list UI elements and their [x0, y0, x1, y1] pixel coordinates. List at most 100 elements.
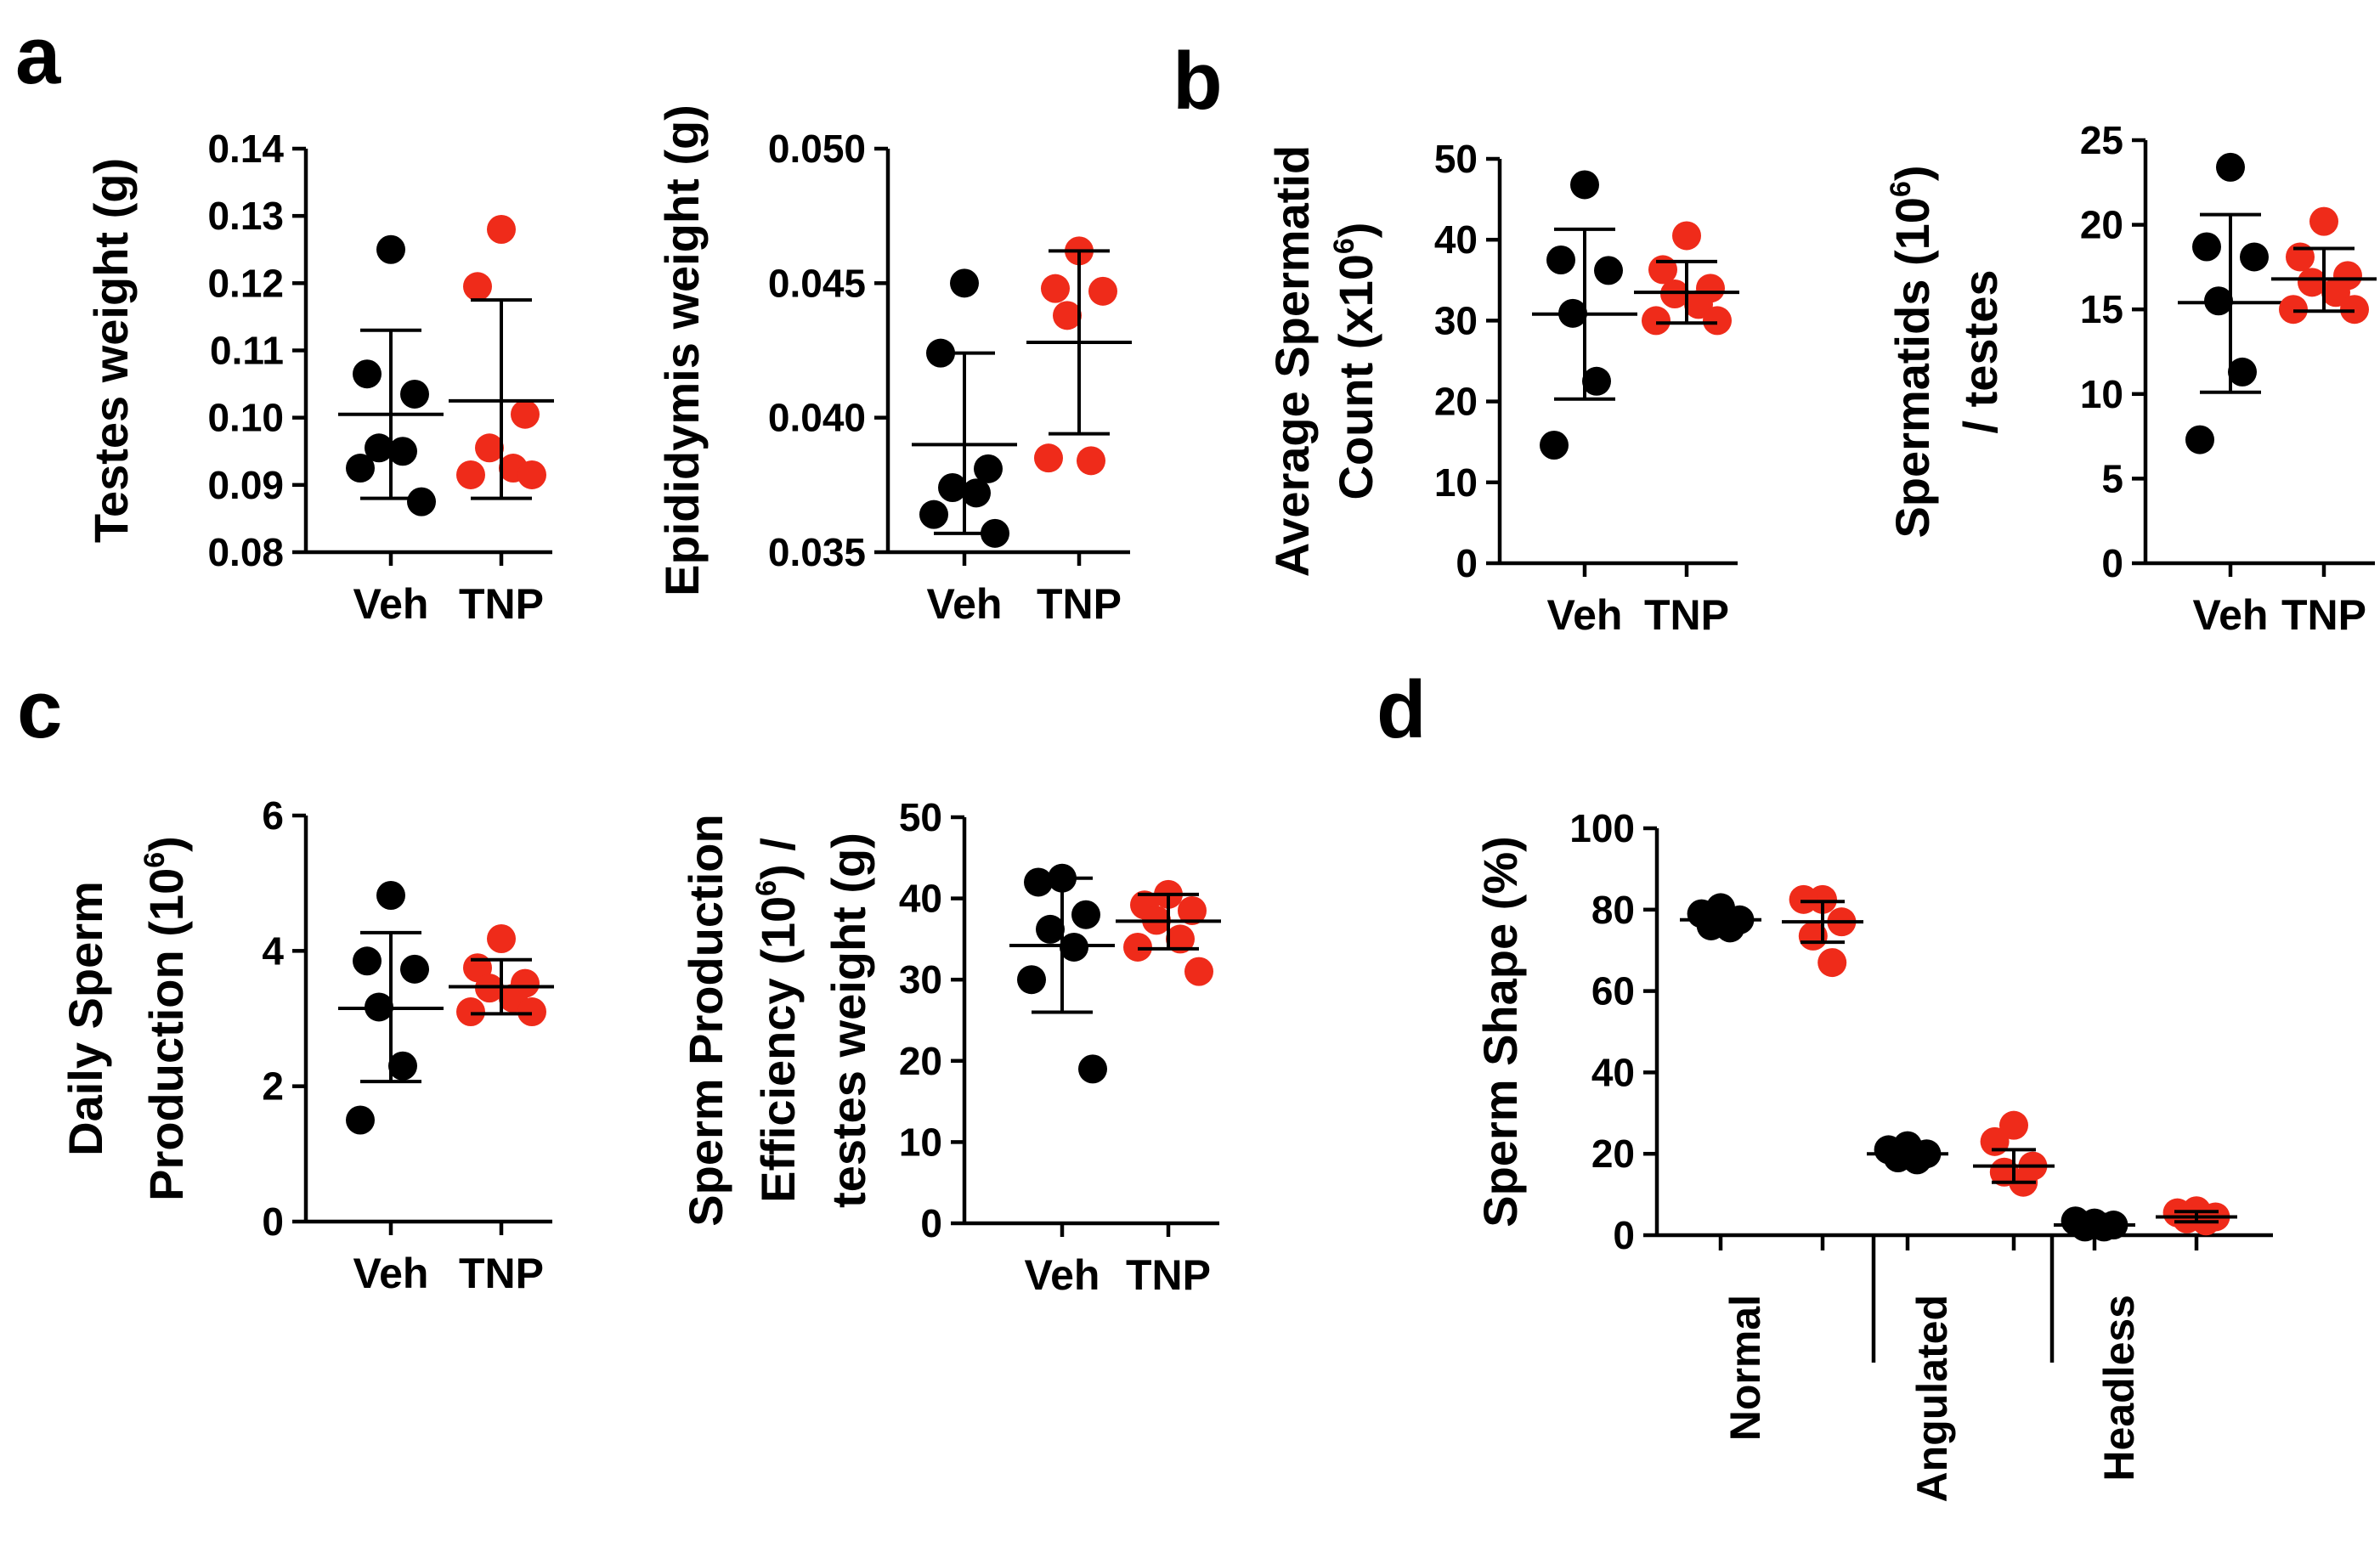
chart-epididymis-weight: 0.035 0.040 0.045 0.050 Veh TNP Epididymis wei…: [655, 104, 1132, 628]
data-point-tnp: [2309, 206, 2338, 236]
y-axis-label: Spermatids (106): [1885, 165, 1939, 538]
y-tick-label: 0.11: [210, 329, 284, 373]
data-point-tnp: [1088, 276, 1117, 306]
x-category-label: Headless: [2095, 1295, 2143, 1482]
x-category-label: TNP: [2281, 591, 2366, 639]
data-point-veh: [950, 268, 979, 298]
data-point-tnp: [511, 399, 540, 429]
data-point-veh: [919, 500, 948, 529]
data-point-tnp: [487, 215, 516, 244]
y-axis-label: Sperm Shape (%): [1473, 836, 1527, 1228]
y-tick-label: 30: [899, 957, 942, 1002]
x-category-label: Veh: [2193, 591, 2269, 639]
data-point-tnp: [1034, 443, 1063, 473]
data-point-tnp: [456, 460, 485, 489]
data-point-tnp: [487, 923, 516, 953]
y-tick-label: 25: [2080, 118, 2123, 162]
y-axis-label: Daily Sperm: [59, 881, 112, 1156]
x-category-label: TNP: [459, 580, 544, 628]
x-category-label: TNP: [1126, 1251, 1211, 1299]
y-tick-label: 50: [899, 795, 942, 839]
data-point-veh: [365, 433, 393, 463]
y-tick-label: 5: [2101, 456, 2123, 500]
data-point-tnp: [1684, 290, 1713, 319]
data-point-veh: [353, 946, 382, 976]
data-point-veh: [974, 454, 1003, 483]
y-tick-label: 30: [1434, 298, 1478, 342]
chart-daily-sperm-production: 0 2 4 6 Veh TNP Daily Sperm Production (106): [59, 793, 554, 1297]
y-tick-label: 0: [262, 1199, 284, 1244]
data-point-veh: [1071, 900, 1100, 929]
data-point-veh: [1078, 1054, 1107, 1084]
y-tick-label: 40: [899, 877, 942, 921]
y-axis-label: Testes weight (g): [84, 158, 138, 543]
data-point-tnp: [1041, 274, 1070, 303]
y-axis-label: Efficiency (106) /: [750, 838, 805, 1203]
y-tick-label: 10: [899, 1120, 942, 1164]
y-tick-label: 0: [1456, 541, 1478, 585]
data-point-veh: [353, 359, 382, 389]
data-point-tnp: [1999, 1110, 2028, 1140]
data-point-veh: [388, 437, 417, 466]
y-tick-label: 50: [1434, 137, 1478, 181]
data-point-veh: [1036, 914, 1065, 944]
data-point-tnp: [1980, 1126, 2010, 1156]
y-tick-label: 20: [1591, 1132, 1635, 1176]
data-point-tnp: [463, 272, 492, 302]
y-tick-label: 40: [1591, 1050, 1635, 1094]
y-axis-label: Count (x106): [1328, 223, 1382, 500]
panel-letter-d: d: [1377, 664, 1427, 755]
y-tick-label: 100: [1569, 806, 1635, 850]
data-point-veh: [1546, 246, 1575, 274]
y-tick-label: 0: [1613, 1213, 1635, 1257]
chart-average-spermatid-count: 0 10 20 30 40 50 Veh TNP Average Spermatid Count …: [1265, 137, 1739, 639]
data-point-tnp: [1672, 221, 1701, 251]
data-point-tnp: [1077, 446, 1105, 476]
panel-letter-b: b: [1173, 36, 1223, 127]
data-point-veh: [376, 881, 405, 911]
data-point-tnp: [517, 997, 546, 1027]
y-tick-label: 40: [1434, 217, 1478, 262]
x-category-label: TNP: [1644, 591, 1729, 639]
data-point-veh: [2185, 425, 2214, 454]
data-point-tnp: [1166, 924, 1195, 954]
y-axis-label: Average Spermatid: [1265, 145, 1319, 577]
data-point-veh: [962, 478, 991, 508]
data-point-veh: [407, 487, 436, 516]
y-tick-label: 20: [1434, 380, 1478, 424]
y-axis-label: Production (106): [139, 836, 193, 1201]
x-category-label: TNP: [1037, 580, 1122, 628]
y-tick-label: 0: [920, 1201, 942, 1245]
chart-sperm-production-efficiency: 0 10 20 30 40 50 Veh TNP Sperm Production Efficie…: [679, 795, 1221, 1299]
data-point-veh: [376, 234, 405, 264]
y-tick-label: 4: [262, 929, 284, 973]
data-point-veh: [1540, 431, 1569, 460]
chart-sperm-shape: 0 20 40 60 80 100 Normal Angulated Headless Sperm…: [1473, 806, 2273, 1502]
data-point-veh: [400, 954, 429, 984]
data-point-veh: [2228, 357, 2257, 387]
y-tick-label: 0.13: [207, 194, 284, 238]
x-category-label: Angulated: [1908, 1295, 1956, 1502]
data-point-veh: [346, 454, 375, 483]
y-tick-label: 10: [1434, 460, 1478, 505]
x-category-label: Normal: [1721, 1295, 1769, 1441]
y-tick-label: 2: [262, 1064, 284, 1109]
y-tick-label: 0.045: [768, 261, 866, 305]
data-point-veh: [2240, 242, 2269, 272]
data-point-tnp: [1703, 306, 1732, 336]
y-axis-label: Epididymis weight (g): [655, 104, 709, 596]
x-category-label: TNP: [459, 1250, 544, 1297]
data-point-veh: [400, 379, 429, 409]
data-point-veh: [1570, 170, 1599, 200]
panel-letter-c: c: [17, 664, 62, 755]
data-point-veh: [1024, 867, 1053, 897]
data-point-veh: [1594, 256, 1623, 285]
y-tick-label: 6: [262, 793, 284, 838]
panel-letter-a: a: [15, 10, 61, 101]
data-point-veh: [2216, 152, 2245, 182]
data-point-tnp: [456, 997, 485, 1027]
chart-spermatids-per-testes: 0 5 10 15 20 25 Veh TNP Spermatids (106) / testes: [1885, 118, 2377, 639]
y-tick-label: 0: [2101, 541, 2123, 585]
